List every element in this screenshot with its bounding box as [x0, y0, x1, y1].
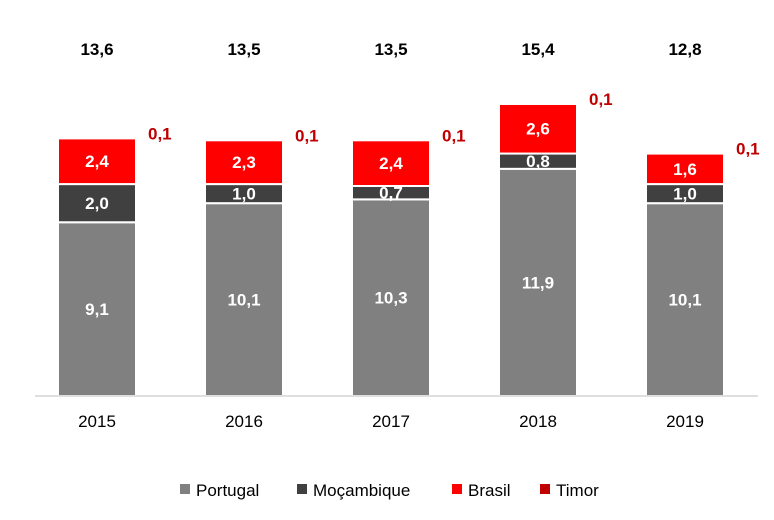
legend-label-timor: Timor	[556, 481, 599, 500]
legend: Portugal Moçambique Brasil Timor	[180, 481, 599, 500]
data-label-portugal-2018: 11,9	[522, 273, 554, 292]
bar-segment-timor-2016	[204, 137, 284, 142]
bar-segment-timor-2019	[645, 150, 725, 155]
total-label-2018: 15,4	[521, 40, 555, 59]
data-label-brasil-2018: 2,6	[526, 120, 550, 139]
x-tick-label-2017: 2017	[372, 412, 410, 431]
bar-segment-timor-2017	[351, 137, 431, 142]
legend-swatch-timor	[540, 484, 550, 494]
legend-swatch-brasil	[452, 484, 462, 494]
data-label-timor-2019: 0,1	[736, 140, 760, 159]
legend-label-portugal: Portugal	[196, 481, 259, 500]
data-label-portugal-2019: 10,1	[668, 291, 701, 310]
bar-segment-portugal-2015	[57, 221, 137, 397]
data-label-brasil-2019: 1,6	[673, 160, 697, 179]
data-label-timor-2015: 0,1	[148, 124, 172, 143]
labels-layer: 9,1 2,0 2,4 0,1 13,6 10,1 1,0 2,3 0,1 13,5 10,3 0,7…	[80, 40, 759, 319]
legend-label-moçambique: Moçambique	[313, 481, 410, 500]
data-label-timor-2018: 0,1	[589, 90, 613, 109]
x-tick-label-2018: 2018	[519, 412, 557, 431]
data-label-moçambique-2016: 1,0	[232, 185, 256, 204]
data-label-brasil-2015: 2,4	[85, 152, 109, 171]
bar-segment-timor-2018	[498, 101, 578, 105]
bar-segment-moçambique-2015	[57, 183, 137, 224]
data-label-brasil-2017: 2,4	[379, 154, 403, 173]
data-label-moçambique-2017: 0,7	[379, 184, 403, 203]
bar-segment-portugal-2018	[498, 167, 578, 397]
data-label-portugal-2017: 10,3	[374, 289, 407, 308]
bar-segment-brasil-2018	[498, 102, 578, 155]
legend-swatch-moçambique	[297, 484, 307, 494]
bar-segment-timor-2015	[57, 135, 137, 140]
data-label-moçambique-2018: 0,8	[526, 152, 550, 171]
bar-segment-brasil-2019	[645, 152, 725, 186]
legend-swatch-portugal	[180, 484, 190, 494]
bar-segment-portugal-2016	[204, 202, 284, 397]
data-label-moçambique-2015: 2,0	[85, 194, 109, 213]
data-label-portugal-2016: 10,1	[227, 291, 260, 310]
legend-label-brasil: Brasil	[468, 481, 511, 500]
data-label-portugal-2015: 9,1	[85, 300, 109, 319]
bars-layer	[57, 101, 725, 397]
total-label-2019: 12,8	[668, 40, 701, 59]
total-label-2017: 13,5	[374, 40, 407, 59]
x-tick-label-2016: 2016	[225, 412, 263, 431]
x-tick-label-2019: 2019	[666, 412, 704, 431]
data-label-brasil-2016: 2,3	[232, 153, 256, 172]
total-label-2015: 13,6	[80, 40, 113, 59]
data-label-moçambique-2019: 1,0	[673, 185, 697, 204]
data-label-timor-2016: 0,1	[295, 126, 319, 145]
total-label-2016: 13,5	[227, 40, 260, 59]
x-tick-label-2015: 2015	[78, 412, 116, 431]
data-label-timor-2017: 0,1	[442, 126, 466, 145]
x-axis-ticks: 2015 2016 2017 2018 2019	[78, 412, 704, 431]
bar-segment-brasil-2017	[351, 139, 431, 188]
